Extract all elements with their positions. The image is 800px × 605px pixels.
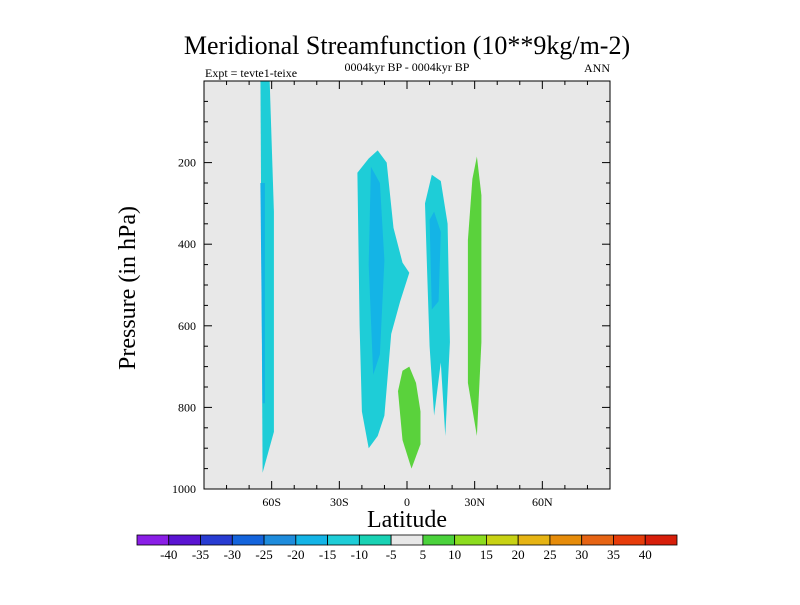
contour-region-southern-subtropical-core bbox=[368, 166, 385, 375]
y-tick-label: 1000 bbox=[172, 482, 196, 496]
colorbar-label: -5 bbox=[386, 547, 397, 562]
colorbar-label: 30 bbox=[575, 547, 588, 562]
colorbar: -40 -35 -30 -25 -20 -15 -10 -5 5 10 15 20 25 30 35 40 bbox=[136, 534, 678, 562]
colorbar-label: 15 bbox=[480, 547, 493, 562]
colorbar-box bbox=[327, 534, 360, 546]
y-tick-label: 600 bbox=[178, 319, 196, 333]
x-tick-label: 30N bbox=[464, 495, 485, 509]
colorbar-label: -20 bbox=[287, 547, 304, 562]
colorbar-label: 35 bbox=[607, 547, 620, 562]
plot-frame bbox=[203, 80, 611, 490]
contour-regions bbox=[260, 81, 482, 473]
x-tick-label: 30S bbox=[330, 495, 349, 509]
x-axis-label: Latitude bbox=[367, 507, 447, 533]
colorbar-label: 25 bbox=[543, 547, 556, 562]
colorbar-label: 5 bbox=[420, 547, 427, 562]
x-tick-label: 60N bbox=[532, 495, 553, 509]
colorbar-box bbox=[263, 534, 297, 546]
colorbar-box bbox=[136, 534, 170, 546]
colorbar-label: 20 bbox=[512, 547, 525, 562]
colorbar-box bbox=[486, 534, 519, 546]
contour-region-northern-subtropical-cell bbox=[467, 156, 482, 436]
colorbar-label: -10 bbox=[351, 547, 368, 562]
minor-ticks bbox=[204, 81, 610, 489]
colorbar-box bbox=[295, 534, 328, 546]
colorbar-box bbox=[358, 534, 392, 546]
plot-area: 60S 30S 0 30N 60N 200 400 600 800 1000 bbox=[172, 80, 611, 509]
colorbar-box bbox=[549, 534, 583, 546]
colorbar-label: -35 bbox=[192, 547, 209, 562]
y-tick-label: 800 bbox=[178, 400, 196, 414]
y-tick-label: 200 bbox=[178, 156, 196, 170]
colorbar-box bbox=[613, 534, 646, 546]
contour-region-low-level-equatorial-cell bbox=[398, 366, 421, 469]
colorbar-box bbox=[390, 534, 424, 546]
contour-region-equatorial-core bbox=[429, 211, 441, 310]
colorbar-label: 40 bbox=[639, 547, 652, 562]
colorbar-box bbox=[200, 534, 233, 546]
colorbar-box bbox=[644, 534, 678, 546]
colorbar-label: 10 bbox=[448, 547, 461, 562]
colorbar-box bbox=[517, 534, 551, 546]
y-tick-label: 400 bbox=[178, 237, 196, 251]
season-label: ANN bbox=[584, 61, 610, 75]
colorbar-box bbox=[422, 534, 456, 546]
contour-region-southern-high-latitude-core bbox=[260, 183, 265, 404]
colorbar-box bbox=[454, 534, 487, 546]
colorbar-label: -30 bbox=[224, 547, 241, 562]
colorbar-box bbox=[168, 534, 201, 546]
y-axis-label: Pressure (in hPa) bbox=[115, 206, 141, 370]
x-tick-label: 60S bbox=[262, 495, 281, 509]
colorbar-label: -15 bbox=[319, 547, 336, 562]
colorbar-label: -40 bbox=[160, 547, 177, 562]
x-tick-label: 0 bbox=[404, 495, 410, 509]
experiment-label: Expt = tevte1-teixe bbox=[205, 66, 297, 80]
colorbar-box bbox=[231, 534, 265, 546]
colorbar-label: -25 bbox=[255, 547, 272, 562]
chart-title: Meridional Streamfunction (10**9kg/m-2) bbox=[184, 31, 630, 60]
time-range-label: 0004kyr BP - 0004kyr BP bbox=[345, 60, 470, 74]
colorbar-box bbox=[581, 534, 614, 546]
